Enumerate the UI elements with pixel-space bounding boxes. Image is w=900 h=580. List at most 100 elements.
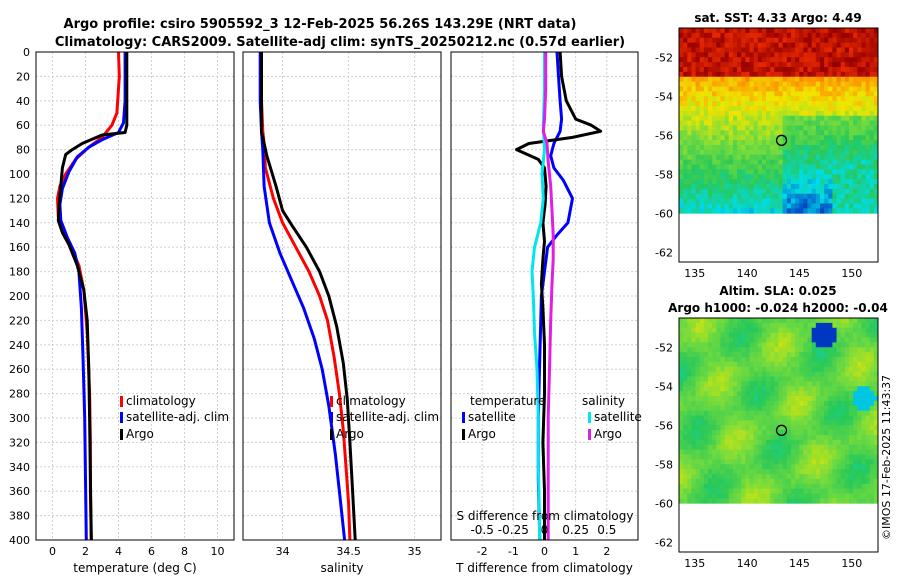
map-cell [687,169,692,175]
map-cell [861,47,866,53]
map-cell [683,474,688,480]
map-cell [869,125,875,131]
map-cell [836,454,842,460]
map-cell [815,391,821,397]
map-cell [815,444,821,451]
map-cell [861,400,866,407]
map-cell [683,371,688,377]
map-cell [865,478,871,485]
map-cell [716,332,721,338]
map-cell [699,47,705,53]
temperature-panel: 0 2 4 6 8 10020406080100120140160180200220240… [9,46,235,575]
map-cell [819,391,825,397]
map-cell [832,179,837,185]
map-cell [745,42,750,48]
map-cell [728,430,734,436]
map-cell [869,174,875,180]
map-cell [795,430,800,436]
map-cell [778,322,784,329]
map-cell [683,91,688,97]
map-cell [720,37,726,44]
map-cell [869,42,875,48]
map-cell [857,498,862,504]
map-cell [869,106,875,112]
map-cell [790,91,796,97]
map-cell [724,140,730,146]
map-cell [770,405,775,412]
map-cell [720,322,726,329]
map-cell [782,208,788,214]
map-cell [728,342,734,348]
map-cell [766,420,771,426]
map-cell [745,332,750,338]
map-cell [716,188,721,195]
map-cell [774,347,779,353]
map-cell [749,410,755,416]
map-cell [699,96,705,102]
map-cell [737,198,742,204]
map-cell [691,188,696,195]
series-line-argo [56,52,129,541]
map-cell [869,101,875,107]
map-cell [782,193,788,200]
map-cell [774,342,779,348]
map-cell [708,386,713,392]
map-cell [811,208,817,214]
map-cell [699,37,705,44]
map-cell [687,444,692,451]
map-cell [786,120,792,126]
map-cell [844,208,850,214]
map-cell [815,361,821,368]
map-cell [799,327,804,334]
map-cell [749,86,755,92]
map-cell [695,449,701,455]
map-cell [687,135,692,141]
map-cell [687,318,692,324]
map-cell [824,130,829,136]
map-cell [749,42,755,48]
map-cell [761,430,767,436]
map-cell [732,478,738,485]
map-cell [766,159,771,165]
map-cell [753,400,759,407]
map-cell [824,203,829,209]
map-cell [737,444,742,451]
map-cell [873,81,879,87]
map-cell [848,371,854,377]
map-cell [761,91,767,97]
map-cell [799,81,804,87]
map-cell [766,439,771,446]
map-cell [819,101,825,107]
map-cell [699,396,705,402]
map-cell [691,106,696,112]
map-cell [712,96,717,102]
map-cell [778,32,784,39]
map-cell [708,57,713,63]
map-cell [795,149,800,156]
map-cell [728,67,734,73]
map-cell [803,149,808,156]
map-cell [840,459,846,465]
map-cell [732,352,738,358]
map-cell [703,498,709,504]
map-cell [745,67,750,73]
map-cell [741,376,746,382]
map-cell [749,366,755,373]
map-cell [774,193,779,200]
map-cell [815,96,821,102]
series-line-temperature-argo [515,51,603,540]
map-cell [782,62,788,68]
map-cell [819,454,825,460]
map-cell [873,483,879,490]
map-cell [741,371,746,377]
map-cell [745,120,750,126]
map-cell [811,444,817,451]
map-cell [720,342,726,348]
map-cell [720,439,726,446]
map-cell [679,184,684,190]
map-cell [873,67,879,73]
map-cell [745,371,750,377]
map-cell [757,169,763,175]
map-cell [786,342,792,348]
map-cell [716,115,721,122]
